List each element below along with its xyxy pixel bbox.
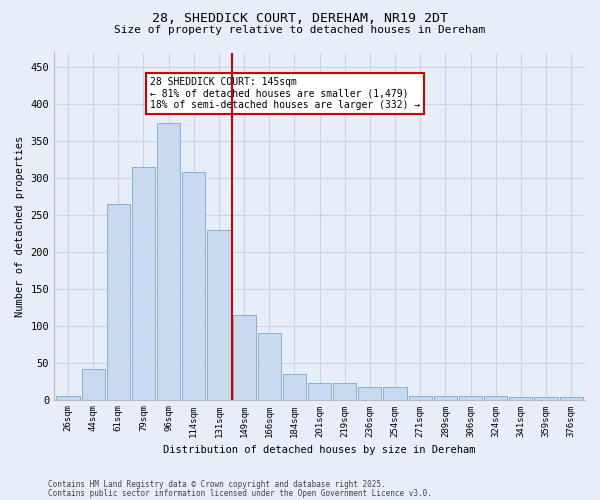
Bar [308, 384, 331, 400]
Y-axis label: Number of detached properties: Number of detached properties [15, 136, 25, 316]
Text: 28 SHEDDICK COURT: 145sqm
← 81% of detached houses are smaller (1,479)
18% of se: 28 SHEDDICK COURT: 145sqm ← 81% of detac… [150, 77, 420, 110]
Bar [157, 122, 180, 400]
Bar [82, 368, 105, 400]
Text: Contains public sector information licensed under the Open Government Licence v3: Contains public sector information licen… [48, 489, 432, 498]
Bar [358, 387, 382, 400]
Text: 28, SHEDDICK COURT, DEREHAM, NR19 2DT: 28, SHEDDICK COURT, DEREHAM, NR19 2DT [152, 12, 448, 26]
Bar [560, 398, 583, 400]
Bar [233, 314, 256, 400]
Bar [182, 172, 205, 400]
Bar [484, 396, 507, 400]
Bar [132, 167, 155, 400]
Bar [283, 374, 306, 400]
Bar [383, 387, 407, 400]
Bar [535, 398, 557, 400]
Bar [459, 396, 482, 400]
Bar [333, 384, 356, 400]
Text: Size of property relative to detached houses in Dereham: Size of property relative to detached ho… [115, 25, 485, 35]
Bar [257, 333, 281, 400]
X-axis label: Distribution of detached houses by size in Dereham: Distribution of detached houses by size … [163, 445, 476, 455]
Bar [107, 204, 130, 400]
Bar [409, 396, 432, 400]
Bar [434, 396, 457, 400]
Text: Contains HM Land Registry data © Crown copyright and database right 2025.: Contains HM Land Registry data © Crown c… [48, 480, 386, 489]
Bar [509, 398, 532, 400]
Bar [208, 230, 230, 400]
Bar [56, 396, 80, 400]
